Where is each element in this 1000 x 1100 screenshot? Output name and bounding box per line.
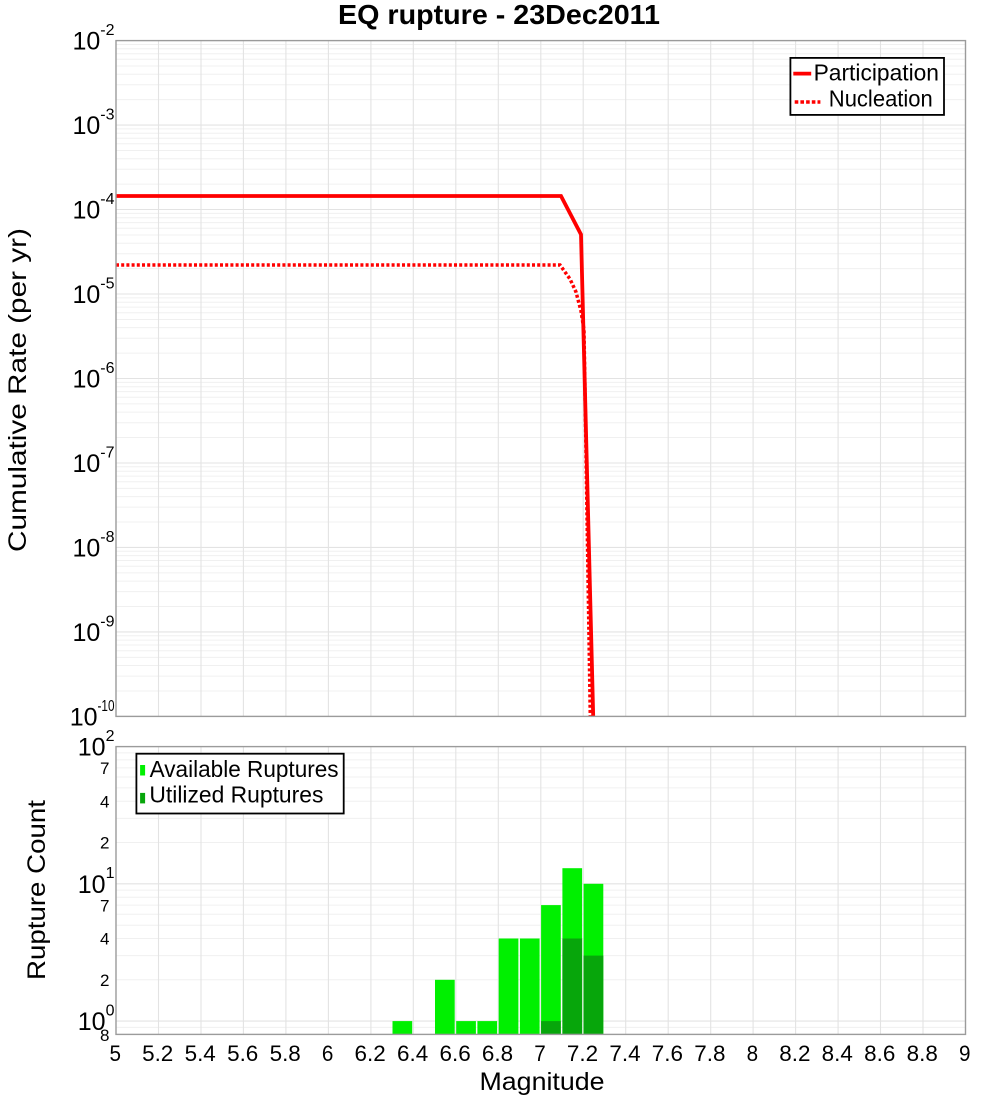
svg-text:Cumulative Rate (per yr): Cumulative Rate (per yr) bbox=[4, 228, 32, 552]
svg-text:7: 7 bbox=[100, 896, 109, 915]
svg-text:8.2: 8.2 bbox=[779, 1041, 810, 1066]
svg-text:5.2: 5.2 bbox=[142, 1041, 173, 1066]
svg-text:7.2: 7.2 bbox=[567, 1041, 598, 1066]
svg-text:EQ rupture - 23Dec2011: EQ rupture - 23Dec2011 bbox=[338, 0, 660, 30]
svg-text:6.6: 6.6 bbox=[440, 1041, 471, 1066]
svg-text:2: 2 bbox=[100, 834, 109, 853]
svg-text:5.4: 5.4 bbox=[185, 1041, 216, 1066]
svg-text:9: 9 bbox=[959, 1041, 971, 1066]
svg-text:6: 6 bbox=[322, 1041, 334, 1066]
svg-text:8: 8 bbox=[100, 1026, 109, 1045]
svg-text:4: 4 bbox=[100, 792, 109, 811]
svg-text:6.8: 6.8 bbox=[482, 1041, 513, 1066]
svg-text:7.6: 7.6 bbox=[652, 1041, 683, 1066]
svg-text:8.6: 8.6 bbox=[864, 1041, 895, 1066]
svg-text:7.4: 7.4 bbox=[609, 1041, 640, 1066]
svg-text:5: 5 bbox=[109, 1041, 121, 1066]
svg-text:10-6: 10-6 bbox=[72, 360, 114, 394]
svg-text:Rupture Count: Rupture Count bbox=[23, 800, 51, 980]
svg-text:7: 7 bbox=[100, 759, 109, 778]
svg-text:6.4: 6.4 bbox=[397, 1041, 428, 1066]
svg-text:7: 7 bbox=[534, 1041, 546, 1066]
svg-text:Nucleation: Nucleation bbox=[829, 85, 933, 111]
svg-text:8: 8 bbox=[747, 1041, 759, 1066]
svg-text:5.6: 5.6 bbox=[227, 1041, 258, 1066]
svg-text:7.8: 7.8 bbox=[694, 1041, 725, 1066]
svg-text:Utilized Ruptures: Utilized Ruptures bbox=[149, 782, 323, 808]
svg-text:6.2: 6.2 bbox=[355, 1041, 386, 1066]
svg-text:8.4: 8.4 bbox=[822, 1041, 853, 1066]
svg-text:Participation: Participation bbox=[814, 60, 939, 86]
svg-text:Available Ruptures: Available Ruptures bbox=[150, 756, 339, 782]
svg-text:2: 2 bbox=[100, 971, 109, 990]
svg-text:5.8: 5.8 bbox=[270, 1041, 301, 1066]
svg-text:Magnitude: Magnitude bbox=[480, 1068, 605, 1096]
svg-text:10-3: 10-3 bbox=[72, 107, 114, 141]
svg-text:8.8: 8.8 bbox=[907, 1041, 938, 1066]
svg-text:4: 4 bbox=[100, 930, 109, 949]
